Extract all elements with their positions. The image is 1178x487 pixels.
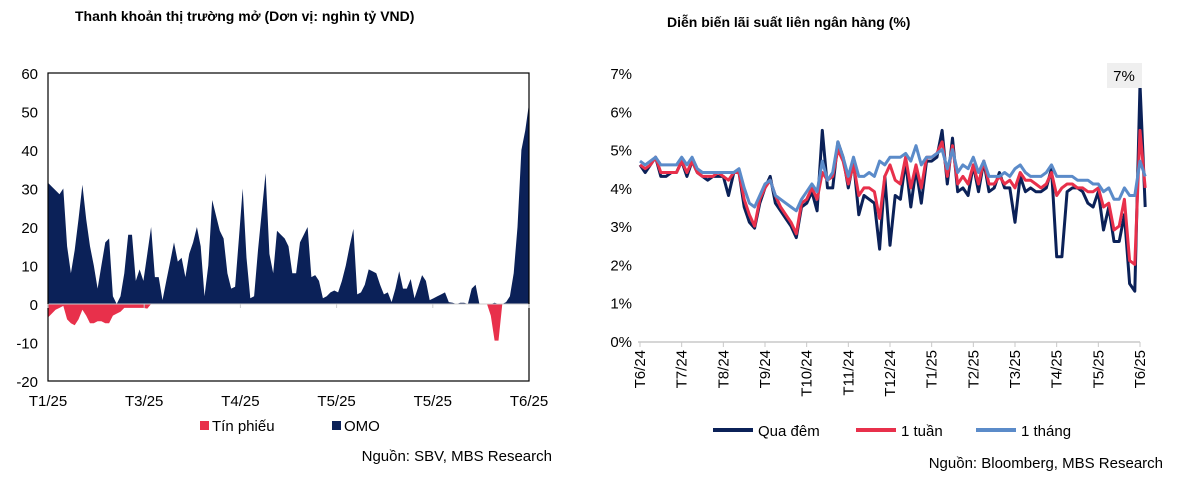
y-tick-label: 7% [610, 66, 632, 83]
x-tick-label: T5/25 [1090, 350, 1107, 388]
legend-label-qua-dem: Qua đêm [758, 423, 820, 440]
y-tick-label: 5% [610, 143, 632, 160]
y-tick-label: -20 [16, 374, 38, 391]
right-y-axis: 7% 6% 5% 4% 3% 2% 1% 0% [610, 66, 632, 351]
x-tick-label: T1/25 [29, 393, 67, 410]
legend-swatch-omo [332, 421, 341, 430]
line-qua-dem [638, 83, 1147, 293]
x-tick-label: T8/24 [715, 350, 732, 388]
x-tick-label: T5/25 [414, 393, 452, 410]
x-tick-label: T4/25 [221, 393, 259, 410]
legend-label-tin-phieu: Tín phiếu [212, 418, 275, 435]
legend-label-1-thang: 1 tháng [1021, 423, 1071, 440]
y-tick-label: 6% [610, 104, 632, 121]
x-tick-label: T10/24 [799, 350, 816, 397]
left-legend: Tín phiếu OMO [200, 418, 380, 435]
y-tick-label: 1% [610, 296, 632, 313]
right-legend: Qua đêm 1 tuần 1 tháng [713, 423, 1071, 440]
x-tick-label: T4/25 [1049, 350, 1066, 388]
legend-swatch-tin-phieu [200, 421, 209, 430]
x-tick-label: T2/25 [965, 350, 982, 388]
y-tick-label: 60 [21, 66, 38, 83]
legend-label-omo: OMO [344, 418, 380, 435]
x-tick-label: T12/24 [882, 350, 899, 397]
interbank-rate-chart: Diễn biến lãi suất liên ngân hàng (%) 7%… [610, 14, 1163, 472]
y-tick-label: 50 [21, 105, 38, 122]
y-tick-label: 4% [610, 181, 632, 198]
y-tick-label: 10 [21, 259, 38, 276]
left-series-layer [48, 103, 529, 341]
x-tick-label: T3/25 [125, 393, 163, 410]
y-tick-label: 0% [610, 334, 632, 351]
right-source-note: Nguồn: Bloomberg, MBS Research [929, 455, 1163, 472]
y-tick-label: 40 [21, 143, 38, 160]
area-tin-phieu [48, 304, 529, 341]
x-tick-label: T7/24 [674, 350, 691, 388]
right-x-axis: T6/24 T7/24 T8/24 T9/24 T10/24 T11/24 T12/24 T1… [632, 341, 1149, 397]
x-tick-label: T6/25 [1132, 350, 1149, 388]
x-tick-label: T3/25 [1007, 350, 1024, 388]
left-plot-frame [47, 72, 530, 382]
legend-label-1-tuan: 1 tuần [901, 423, 943, 440]
left-source-note: Nguồn: SBV, MBS Research [362, 448, 552, 465]
line-1-tuan [639, 128, 1147, 266]
right-chart-title: Diễn biến lãi suất liên ngân hàng (%) [667, 14, 910, 30]
annotation-label: 7% [1113, 68, 1135, 85]
y-tick-label: 2% [610, 257, 632, 274]
omo-liquidity-chart: Thanh khoản thị trường mở (Dơn vị: nghìn… [16, 8, 552, 465]
area-omo [48, 103, 529, 304]
left-x-axis: T1/25 T3/25 T4/25 T5/25 T5/25 T6/25 [29, 304, 548, 410]
right-series-layer [638, 83, 1147, 293]
y-tick-label: 30 [21, 182, 38, 199]
left-chart-title: Thanh khoản thị trường mở (Dơn vị: nghìn… [75, 8, 414, 24]
y-tick-label: -10 [16, 336, 38, 353]
annotation-box [1107, 63, 1142, 88]
left-y-axis: 60 50 40 30 20 10 0 -10 -20 [16, 66, 38, 391]
y-tick-label: 0 [30, 297, 38, 314]
line-1-thang [639, 140, 1147, 213]
x-tick-label: T6/25 [510, 393, 548, 410]
x-tick-label: T11/24 [840, 350, 857, 396]
x-tick-label: T5/25 [317, 393, 355, 410]
x-tick-label: T1/25 [924, 350, 941, 388]
x-tick-label: T9/24 [757, 350, 774, 388]
y-tick-label: 3% [610, 219, 632, 236]
y-tick-label: 20 [21, 220, 38, 237]
x-tick-label: T6/24 [632, 350, 649, 388]
